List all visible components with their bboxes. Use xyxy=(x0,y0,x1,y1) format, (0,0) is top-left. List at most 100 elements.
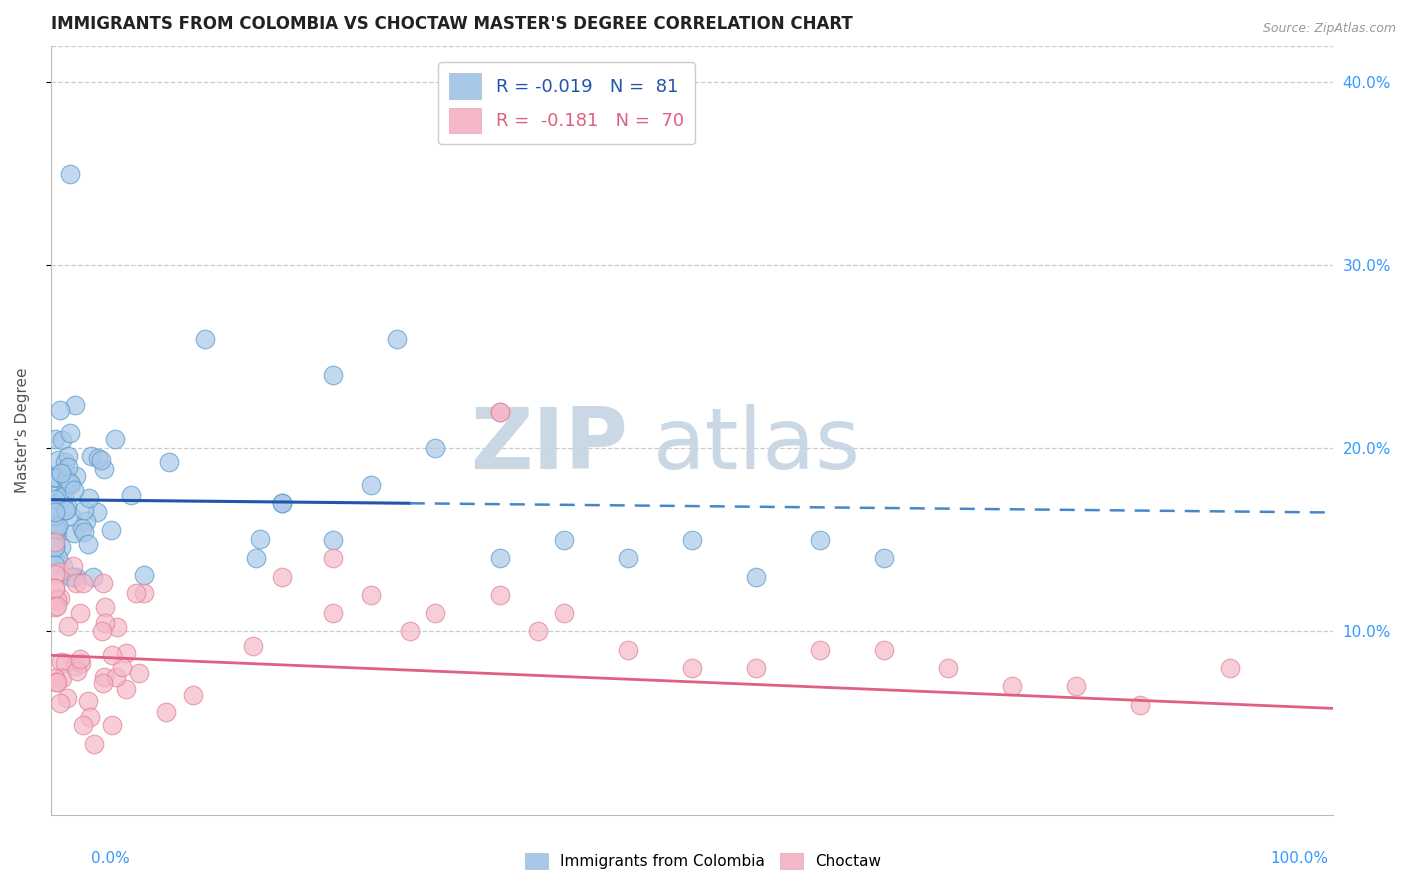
Point xyxy=(56,499,79,513)
Point xyxy=(90,452,112,467)
Point xyxy=(132,586,155,600)
Point xyxy=(488,551,510,566)
Point xyxy=(80,449,103,463)
Point xyxy=(49,402,72,417)
Point xyxy=(77,491,100,506)
Point xyxy=(59,569,82,583)
Point xyxy=(105,620,128,634)
Point xyxy=(44,497,66,511)
Point xyxy=(46,593,69,607)
Point xyxy=(681,661,703,675)
Legend: R = -0.019   N =  81, R =  -0.181   N =  70: R = -0.019 N = 81, R = -0.181 N = 70 xyxy=(439,62,695,145)
Point xyxy=(745,569,768,583)
Point xyxy=(44,558,66,573)
Point xyxy=(59,167,82,181)
Point xyxy=(1001,680,1024,694)
Point xyxy=(76,536,98,550)
Point xyxy=(46,519,69,533)
Point xyxy=(72,525,94,540)
Point xyxy=(936,661,959,675)
Point xyxy=(249,533,271,547)
Point xyxy=(125,586,148,600)
Point xyxy=(65,576,87,591)
Point xyxy=(55,691,77,706)
Point xyxy=(425,442,447,456)
Point xyxy=(93,461,115,475)
Point xyxy=(101,717,124,731)
Point xyxy=(73,503,96,517)
Point xyxy=(49,466,72,480)
Point xyxy=(44,509,66,524)
Point xyxy=(51,672,73,686)
Point xyxy=(270,496,292,510)
Point xyxy=(322,606,344,620)
Point xyxy=(1219,661,1241,675)
Point xyxy=(65,569,87,583)
Point xyxy=(46,527,69,541)
Point xyxy=(86,505,108,519)
Point xyxy=(111,660,134,674)
Point xyxy=(52,489,75,503)
Point xyxy=(44,491,66,506)
Point xyxy=(44,508,66,522)
Point xyxy=(83,737,105,751)
Point xyxy=(44,503,66,517)
Point xyxy=(87,450,110,465)
Text: 100.0%: 100.0% xyxy=(1271,851,1329,865)
Point xyxy=(105,670,128,684)
Point xyxy=(808,533,831,547)
Point xyxy=(488,405,510,419)
Point xyxy=(115,646,138,660)
Point xyxy=(194,332,217,346)
Point xyxy=(48,551,70,566)
Point xyxy=(270,496,292,510)
Point xyxy=(873,551,896,566)
Point xyxy=(44,540,66,554)
Point xyxy=(425,606,447,620)
Point xyxy=(59,508,82,523)
Text: 0.0%: 0.0% xyxy=(91,851,131,865)
Point xyxy=(45,523,67,537)
Legend: Immigrants from Colombia, Choctaw: Immigrants from Colombia, Choctaw xyxy=(519,847,887,875)
Point xyxy=(65,469,87,483)
Text: IMMIGRANTS FROM COLOMBIA VS CHOCTAW MASTER'S DEGREE CORRELATION CHART: IMMIGRANTS FROM COLOMBIA VS CHOCTAW MAST… xyxy=(51,15,852,33)
Point xyxy=(385,332,408,346)
Point xyxy=(46,674,69,689)
Point xyxy=(398,624,420,639)
Point xyxy=(72,575,94,590)
Point xyxy=(44,599,66,614)
Point xyxy=(53,455,76,469)
Point xyxy=(69,606,91,620)
Point xyxy=(48,697,70,711)
Point xyxy=(322,551,344,566)
Point xyxy=(55,473,77,487)
Point xyxy=(360,588,382,602)
Point xyxy=(94,599,117,614)
Point xyxy=(488,405,510,419)
Point xyxy=(128,666,150,681)
Text: Source: ZipAtlas.com: Source: ZipAtlas.com xyxy=(1263,22,1396,36)
Point xyxy=(62,525,84,540)
Point xyxy=(76,694,98,708)
Point xyxy=(75,514,97,528)
Point xyxy=(63,483,86,497)
Point xyxy=(56,459,79,474)
Point xyxy=(114,681,136,696)
Point xyxy=(49,466,72,480)
Point xyxy=(681,533,703,547)
Point xyxy=(873,642,896,657)
Point xyxy=(51,489,73,503)
Point xyxy=(322,368,344,383)
Point xyxy=(44,581,66,595)
Point xyxy=(91,676,114,690)
Y-axis label: Master's Degree: Master's Degree xyxy=(15,368,30,493)
Point xyxy=(53,502,76,516)
Point xyxy=(488,588,510,602)
Point xyxy=(93,670,115,684)
Point xyxy=(100,523,122,537)
Point xyxy=(745,661,768,675)
Point xyxy=(44,489,66,503)
Point xyxy=(44,470,66,484)
Point xyxy=(45,674,67,689)
Point xyxy=(1129,698,1152,712)
